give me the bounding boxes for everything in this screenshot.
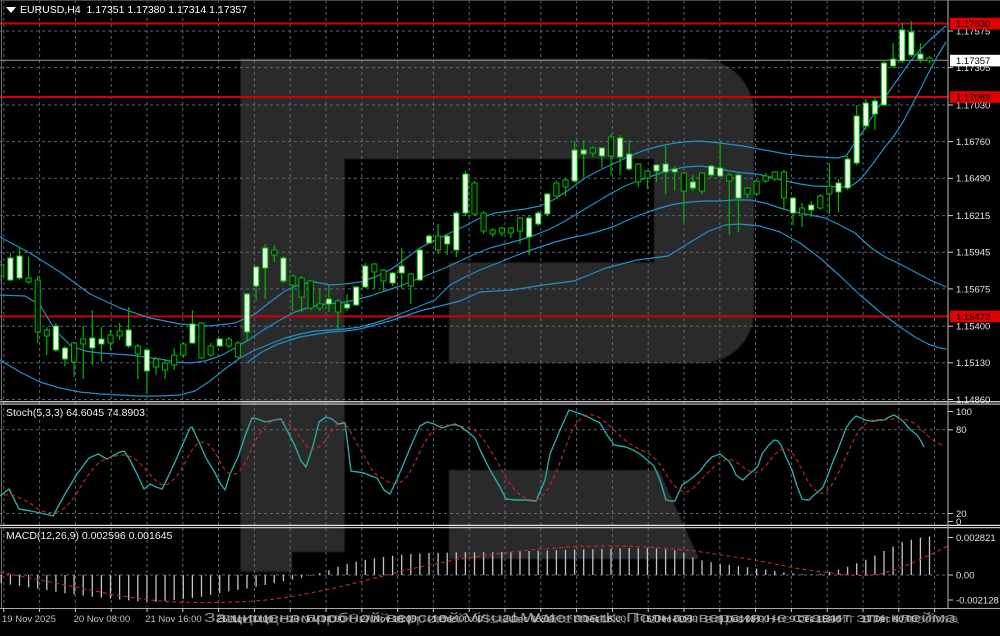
svg-text:27 Nov 16:00: 27 Nov 16:00 [360, 614, 417, 625]
svg-text:1 Dec 00:00: 1 Dec 00:00 [432, 614, 483, 625]
svg-text:1.15400: 1.15400 [956, 322, 990, 333]
svg-text:21 Nov 16:00: 21 Nov 16:00 [145, 614, 202, 625]
svg-text:-0.002128: -0.002128 [956, 595, 999, 606]
svg-text:20 Nov 08:00: 20 Nov 08:00 [74, 614, 131, 625]
svg-text:1.17305: 1.17305 [956, 63, 990, 74]
svg-text:1.15945: 1.15945 [956, 248, 990, 259]
svg-text:EURUSD,H4 1.17351 1.17380 1.1: EURUSD,H4 1.17351 1.17380 1.17314 1.1735… [20, 4, 247, 16]
svg-text:80: 80 [956, 425, 967, 436]
svg-text:Защищено пробной версией Visua: Защищено пробной версией Visual Watermar… [215, 611, 960, 626]
svg-text:2 Dec 08:00: 2 Dec 08:00 [503, 614, 554, 625]
svg-text:1.17089: 1.17089 [956, 93, 990, 104]
svg-text:1.16760: 1.16760 [956, 137, 990, 148]
svg-text:1.15675: 1.15675 [956, 284, 990, 295]
svg-text:Защищено пробной версией Visua: Защищено пробной версией Visual Watermar… [204, 610, 957, 625]
svg-text:1.15472: 1.15472 [956, 312, 990, 323]
svg-text:0.002821: 0.002821 [956, 533, 996, 544]
svg-text:1.16490: 1.16490 [956, 174, 990, 185]
svg-text:20: 20 [956, 509, 967, 520]
svg-text:1.17357: 1.17357 [956, 56, 990, 67]
svg-text:19 Nov 2025: 19 Nov 2025 [2, 614, 56, 625]
svg-text:1.17630: 1.17630 [956, 19, 990, 30]
svg-text:100: 100 [956, 407, 972, 418]
svg-text:25 Nov 00:00: 25 Nov 00:00 [217, 614, 274, 625]
svg-text:0: 0 [956, 517, 961, 528]
svg-text:Stoch(5,3,3) 64.6045 74.8903: Stoch(5,3,3) 64.6045 74.8903 [6, 407, 145, 419]
svg-text:1.16215: 1.16215 [956, 211, 990, 222]
svg-text:26 Nov 08:00: 26 Nov 08:00 [288, 614, 345, 625]
svg-text:1.15130: 1.15130 [956, 358, 990, 369]
svg-text:1.14860: 1.14860 [956, 395, 990, 406]
svg-text:1.17575: 1.17575 [956, 26, 990, 37]
svg-text:0.00: 0.00 [956, 570, 975, 581]
svg-text:MACD(12,26,9) 0.002596 0.00164: MACD(12,26,9) 0.002596 0.001645 [6, 530, 173, 542]
svg-text:11 Dec 00:00: 11 Dec 00:00 [861, 614, 917, 625]
svg-text:1.17030: 1.17030 [956, 100, 990, 111]
svg-text:5 Dec 00:00: 5 Dec 00:00 [646, 614, 697, 625]
svg-text:3 Dec 16:00: 3 Dec 16:00 [575, 614, 626, 625]
svg-text:9 Dec 16:00: 9 Dec 16:00 [790, 614, 841, 625]
svg-text:8 Dec 08:00: 8 Dec 08:00 [718, 614, 769, 625]
